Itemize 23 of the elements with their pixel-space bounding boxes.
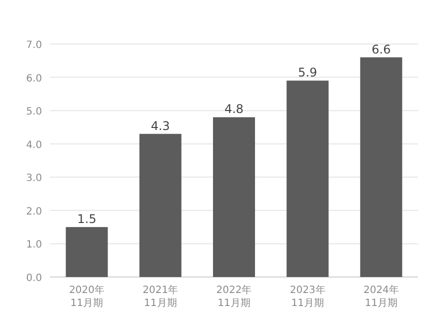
y-tick-label: 4.0 xyxy=(26,140,42,151)
x-tick-label: 2022年 11月期 xyxy=(216,284,252,309)
x-tick-label: 2023年 11月期 xyxy=(290,284,326,309)
data-label: 4.8 xyxy=(224,102,244,116)
bar xyxy=(66,227,108,277)
bar xyxy=(286,80,329,277)
y-tick-label: 2.0 xyxy=(26,206,42,218)
y-tick-label: 6.0 xyxy=(26,73,42,84)
x-tick-label: 2024年 11月期 xyxy=(363,284,399,309)
data-label: 4.3 xyxy=(150,118,170,133)
bar xyxy=(360,57,402,277)
data-label: 5.9 xyxy=(298,66,318,80)
data-label: 1.5 xyxy=(77,212,96,226)
y-tick-label: 5.0 xyxy=(26,106,42,118)
y-tick-label: 0.0 xyxy=(26,273,42,284)
y-tick-label: 7.0 xyxy=(26,40,42,51)
bar xyxy=(139,134,182,277)
data-label: 6.6 xyxy=(372,42,391,56)
bar xyxy=(213,117,255,277)
x-tick-label: 2021年 11月期 xyxy=(142,284,178,309)
y-tick-label: 3.0 xyxy=(26,173,42,184)
x-tick-label: 2020年 11月期 xyxy=(69,284,105,309)
y-tick-label: 1.0 xyxy=(26,240,42,251)
